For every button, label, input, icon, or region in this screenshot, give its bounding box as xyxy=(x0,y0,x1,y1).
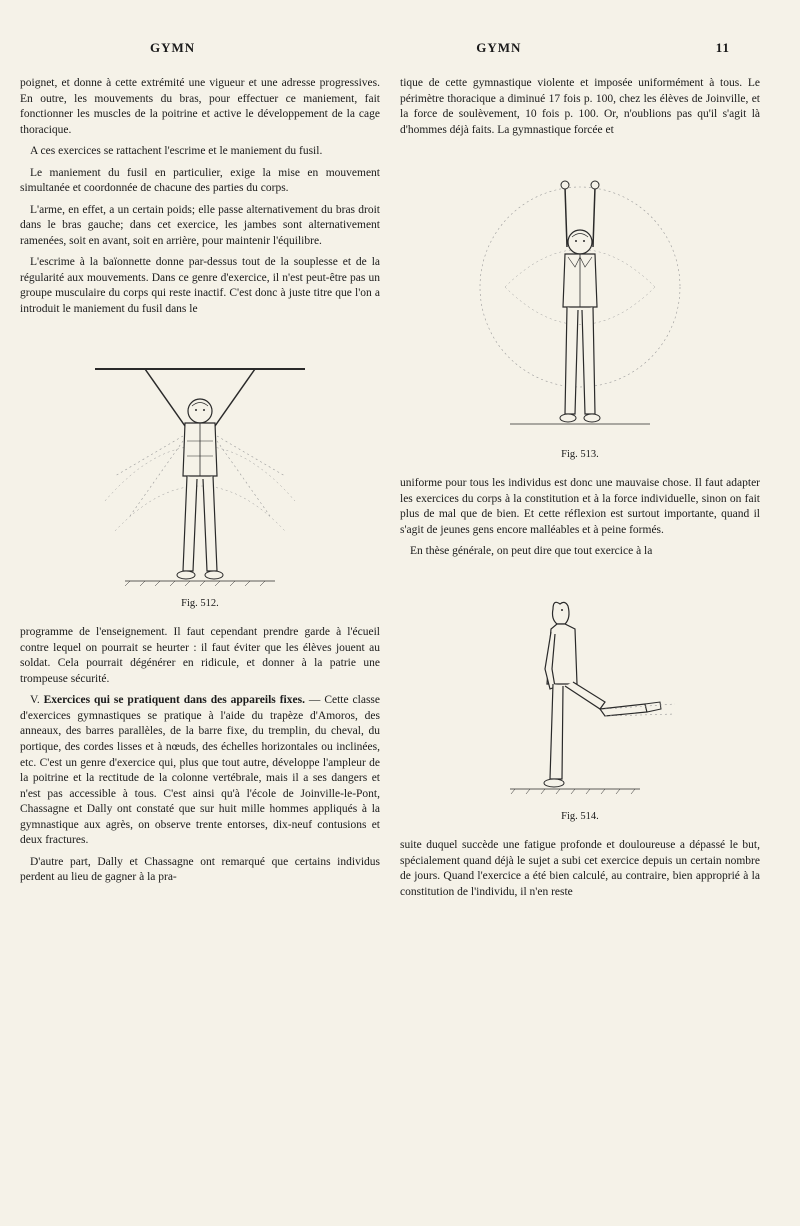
paragraph: V. Exercices qui se pratiquent dans des … xyxy=(20,693,380,848)
page-header: GYMN GYMN 11 xyxy=(20,40,780,56)
figure-513-illustration xyxy=(455,152,705,442)
paragraph: poignet, et donne à cette extrémité une … xyxy=(20,76,380,138)
figure-caption: Fig. 513. xyxy=(400,448,760,462)
left-column: poignet, et donne à cette extrémité une … xyxy=(20,76,380,906)
figure-514: Fig. 514. xyxy=(400,574,760,824)
figure-512-illustration xyxy=(75,331,325,591)
page-number: 11 xyxy=(716,40,730,55)
figure-caption: Fig. 514. xyxy=(400,810,760,824)
header-left: GYMN xyxy=(150,40,195,56)
paragraph: Le maniement du fusil en particulier, ex… xyxy=(20,166,380,197)
header-right: GYMN 11 xyxy=(476,40,730,56)
paragraph: L'escrime à la baïonnette donne par-dess… xyxy=(20,255,380,317)
figure-514-illustration xyxy=(465,574,695,804)
paragraph: L'arme, en effet, a un certain poids; el… xyxy=(20,203,380,250)
paragraph: programme de l'enseignement. Il faut cep… xyxy=(20,625,380,687)
section-heading: Exercices qui se pratiquent dans des app… xyxy=(44,694,305,706)
figure-513: Fig. 513. xyxy=(400,152,760,462)
figure-512: Fig. 512. xyxy=(20,331,380,611)
paragraph: uniforme pour tous les individus est don… xyxy=(400,476,760,538)
document-page: GYMN GYMN 11 poignet, et donne à cette e… xyxy=(0,0,800,966)
right-column: tique de cette gymnastique violente et i… xyxy=(400,76,760,906)
paragraph: En thèse générale, on peut dire que tout… xyxy=(400,544,760,560)
figure-caption: Fig. 512. xyxy=(20,597,380,611)
two-column-layout: poignet, et donne à cette extrémité une … xyxy=(20,76,780,906)
paragraph: D'autre part, Dally et Chassagne ont rem… xyxy=(20,855,380,886)
paragraph: tique de cette gymnastique violente et i… xyxy=(400,76,760,138)
paragraph: suite duquel succède une fatigue profond… xyxy=(400,838,760,900)
paragraph: A ces exercices se rattachent l'escrime … xyxy=(20,144,380,160)
